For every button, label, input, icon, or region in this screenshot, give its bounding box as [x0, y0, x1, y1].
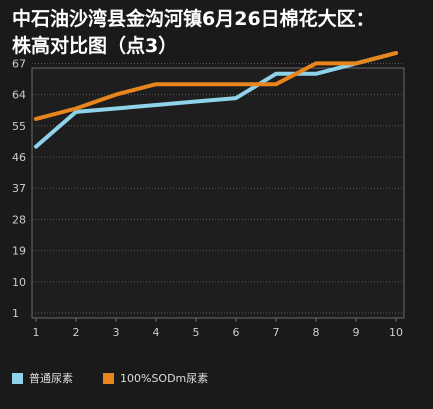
x-tick-label: 3: [113, 326, 120, 339]
y-tick-label: 67: [12, 57, 26, 70]
legend-item-series1: 普通尿素: [12, 370, 73, 386]
legend: 普通尿素 100%SODm尿素: [0, 364, 433, 392]
legend-swatch-series2: [103, 372, 114, 384]
chart-title-line1: 中石油沙湾县金沟河镇6月26日棉花大区：: [12, 8, 375, 30]
chart-title-line2: 株高对比图（点3）: [12, 35, 178, 57]
y-tick-label: 55: [12, 120, 26, 133]
x-tick-label: 9: [353, 326, 360, 339]
x-tick-label: 2: [73, 326, 80, 339]
x-tick-label: 5: [193, 326, 200, 339]
series-line-2: [34, 51, 398, 121]
y-tick-label: 19: [12, 245, 26, 258]
legend-item-series2: 100%SODm尿素: [103, 370, 208, 386]
y-tick-label: 37: [12, 182, 26, 195]
y-tick-label: 64: [12, 89, 26, 102]
x-tick-label: 6: [233, 326, 240, 339]
chart-title: 中石油沙湾县金沟河镇6月26日棉花大区： 株高对比图（点3）: [12, 6, 427, 60]
x-tick-label: 4: [153, 326, 160, 339]
y-tick-label: 1: [12, 307, 19, 320]
legend-label-series1: 普通尿素: [29, 372, 73, 385]
legend-swatch-series1: [12, 372, 23, 384]
legend-label-series2: 100%SODm尿素: [120, 372, 209, 385]
y-tick-label: 28: [12, 213, 26, 226]
x-tick-label: 8: [313, 326, 320, 339]
series-line-1: [34, 51, 398, 149]
x-tick-label: 10: [389, 326, 403, 339]
x-tick-label: 7: [273, 326, 280, 339]
y-tick-label: 46: [12, 151, 26, 164]
x-tick-label: 1: [33, 326, 40, 339]
y-tick-label: 10: [12, 276, 26, 289]
